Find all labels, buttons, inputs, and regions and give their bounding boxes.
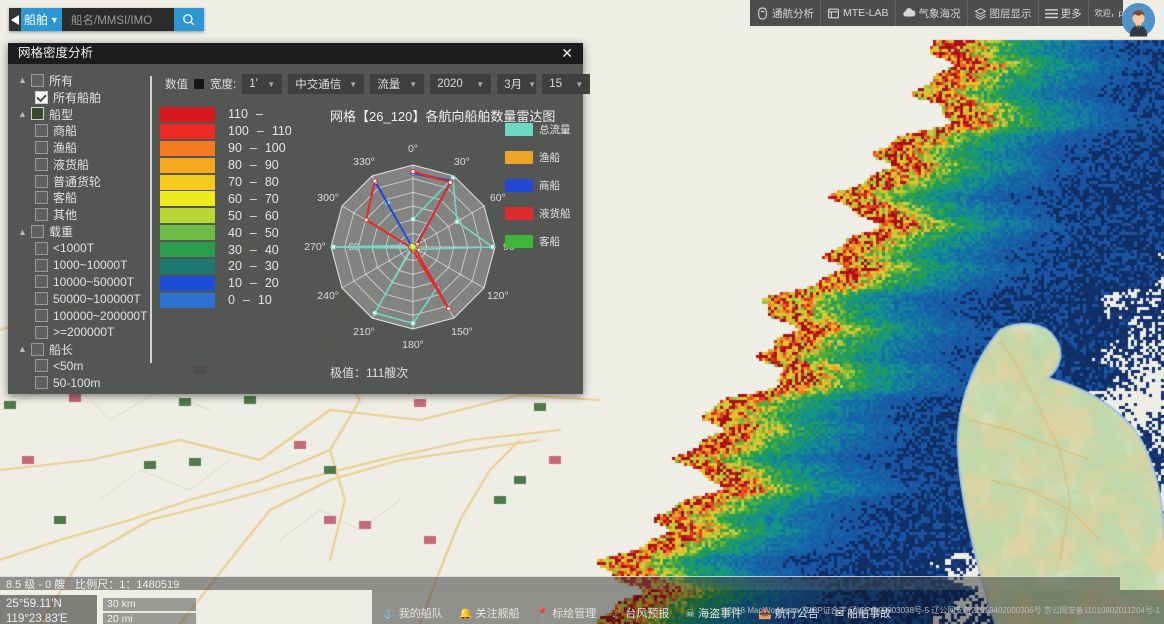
svg-text:270°: 270° bbox=[304, 241, 326, 253]
svg-text:180°: 180° bbox=[402, 339, 424, 351]
svg-text:0°: 0° bbox=[408, 143, 418, 155]
svg-text:30°: 30° bbox=[454, 156, 470, 168]
svg-text:300°: 300° bbox=[317, 192, 339, 204]
svg-text:120°: 120° bbox=[487, 290, 509, 302]
svg-text:150°: 150° bbox=[451, 326, 473, 338]
svg-text:330°: 330° bbox=[353, 156, 375, 168]
svg-text:240°: 240° bbox=[317, 290, 339, 302]
svg-text:210°: 210° bbox=[353, 326, 375, 338]
svg-text:60°: 60° bbox=[490, 192, 506, 204]
